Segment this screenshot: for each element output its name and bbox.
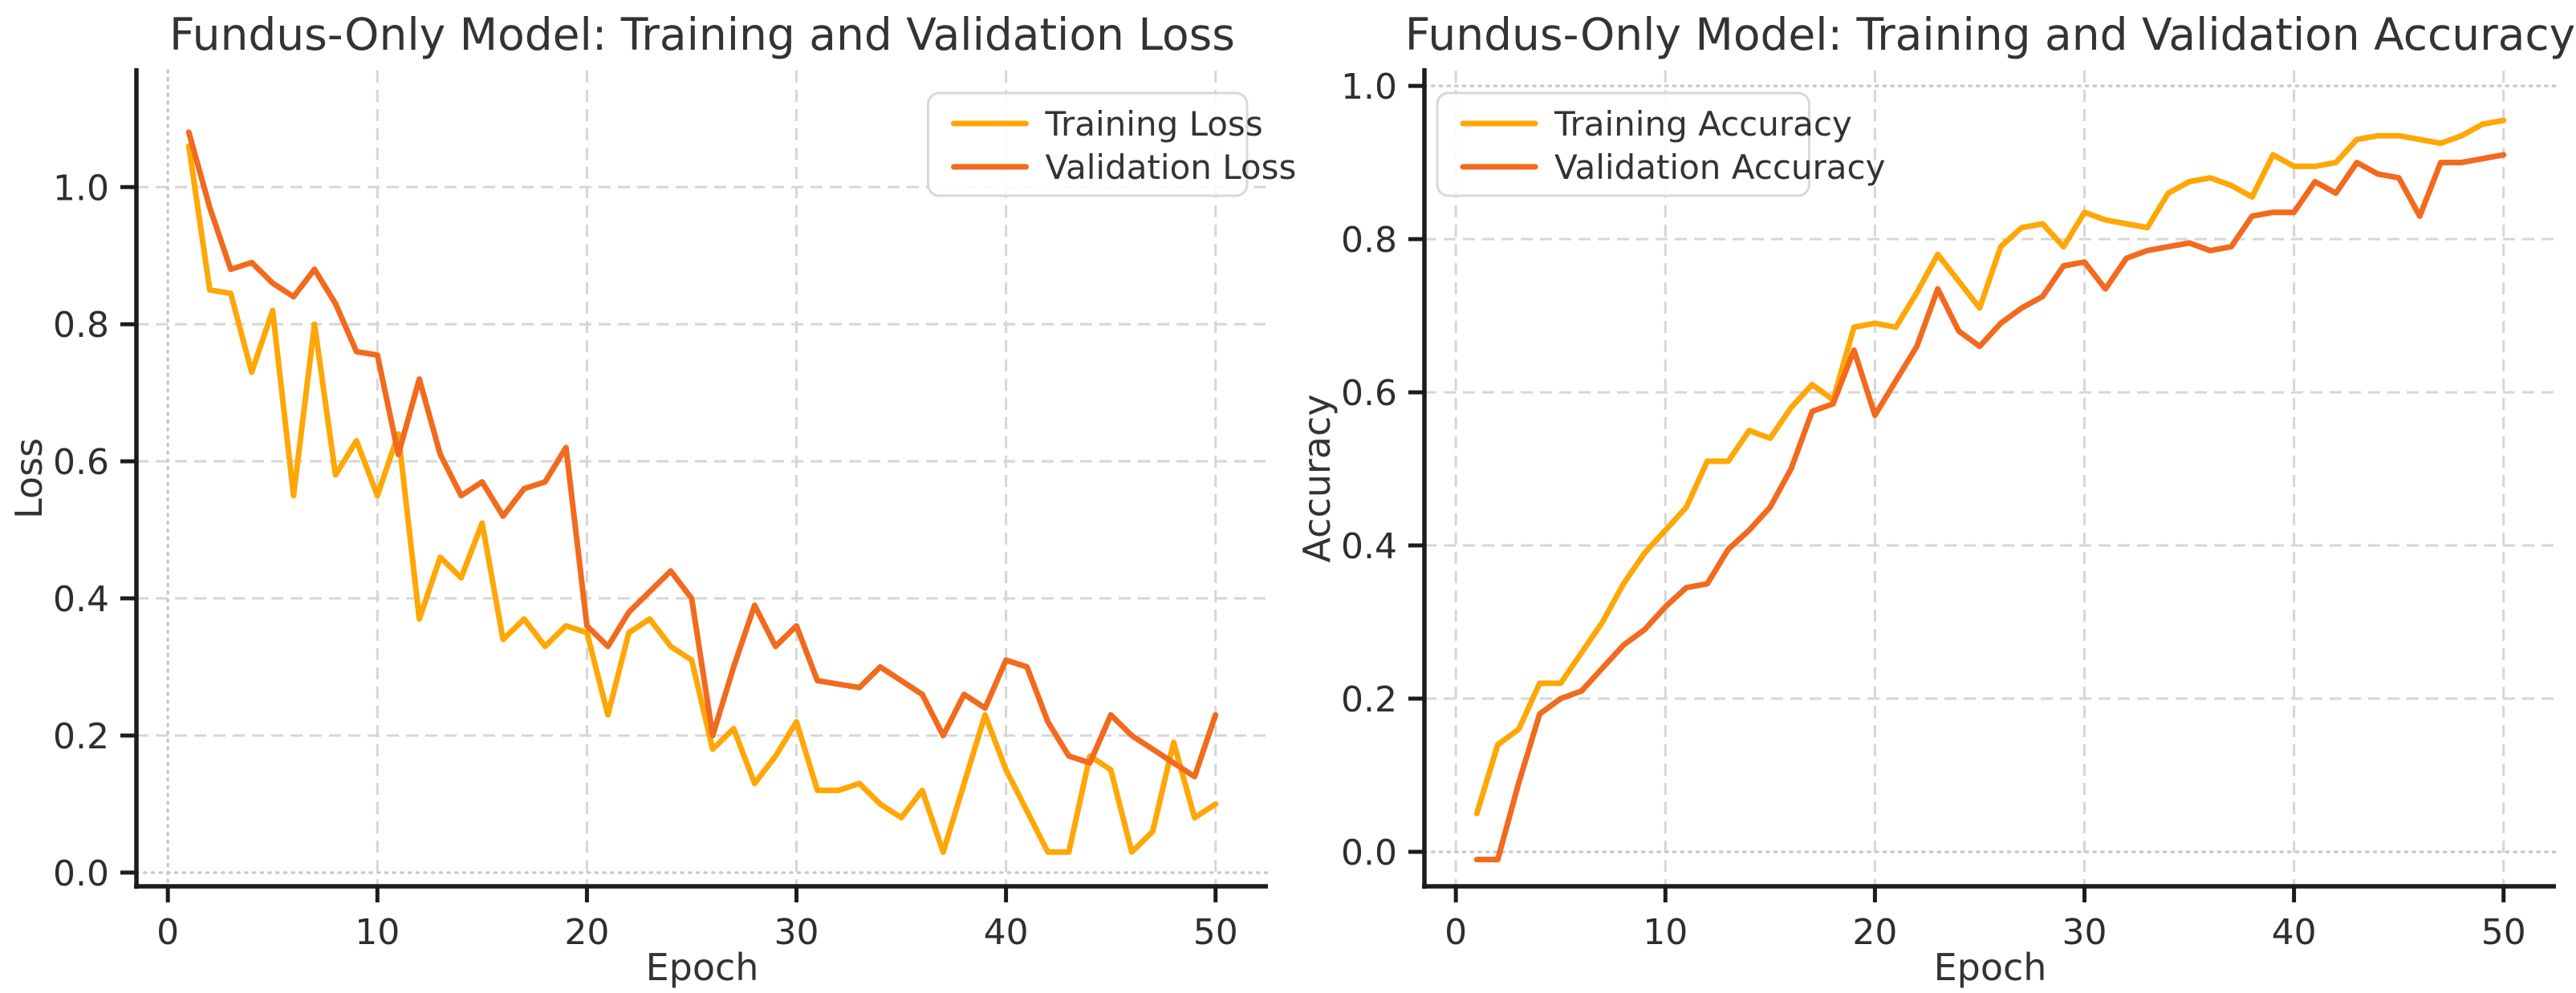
x-tick-label: 10	[1643, 912, 1688, 953]
ticks: 0 10 20 30 40 50 0.0 0.2 0.4 0.6 0.8 1.0	[53, 168, 1238, 953]
x-tick-label: 20	[564, 912, 609, 953]
y-tick-label: 0.4	[53, 579, 109, 620]
chart-title: Fundus-Only Model: Training and Validati…	[169, 9, 1235, 60]
y-tick-label: 1.0	[1341, 67, 1397, 107]
x-tick-label: 0	[156, 912, 179, 953]
x-tick-label: 40	[2272, 912, 2317, 953]
series	[185, 129, 1219, 855]
x-tick-label: 10	[355, 912, 400, 953]
accuracy-chart: 0 10 20 30 40 50 0.0 0.2 0.4 0.6 0.8 1.0 Epoch Accura…	[1295, 9, 2575, 989]
training-accuracy-legend-label: Training Accuracy	[1554, 104, 1852, 144]
x-tick-label: 0	[1444, 912, 1467, 953]
training-loss-line	[185, 143, 1219, 855]
x-tick-label: 20	[1852, 912, 1897, 953]
axes-spines	[134, 68, 1268, 889]
y-tick-label: 0.6	[53, 442, 109, 483]
x-tick-label: 50	[2481, 912, 2526, 953]
x-tick-label: 50	[1193, 912, 1238, 953]
y-tick-label: 1.0	[53, 168, 109, 209]
y-tick-label: 0.0	[1341, 833, 1397, 873]
training-accuracy-line	[1473, 117, 2507, 817]
x-tick-label: 30	[774, 912, 819, 953]
series	[1473, 117, 2507, 863]
y-tick-label: 0.2	[53, 716, 109, 757]
validation-accuracy-legend-label: Validation Accuracy	[1554, 148, 1886, 187]
x-tick-label: 30	[2062, 912, 2107, 953]
y-tick-label: 0.4	[1341, 526, 1397, 567]
x-axis-label: Epoch	[1934, 946, 2047, 989]
ticks: 0 10 20 30 40 50 0.0 0.2 0.4 0.6 0.8 1.0	[1341, 67, 2526, 953]
legend: Training Accuracy Validation Accuracy	[1436, 91, 1886, 197]
x-tick-label: 40	[984, 912, 1029, 953]
y-axis-label: Accuracy	[1295, 394, 1339, 562]
y-tick-label: 0.8	[1341, 220, 1397, 261]
legend: Training Loss Validation Loss	[927, 91, 1297, 197]
axes-spines	[1422, 68, 2556, 889]
validation-loss-line	[185, 129, 1219, 780]
legend-box	[1436, 91, 1810, 197]
y-tick-label: 0.8	[53, 305, 109, 346]
grid	[1423, 71, 2558, 886]
validation-accuracy-line	[1473, 152, 2507, 863]
training-loss-legend-label: Training Loss	[1045, 104, 1263, 144]
y-tick-label: 0.0	[53, 853, 109, 894]
y-tick-label: 0.6	[1341, 373, 1397, 414]
x-axis-label: Epoch	[646, 946, 759, 989]
loss-chart: 0 10 20 30 40 50 0.0 0.2 0.4 0.6 0.8 1.0 Epoch Loss Fu…	[7, 9, 1296, 989]
y-axis-label: Loss	[7, 438, 51, 519]
chart-title: Fundus-Only Model: Training and Validati…	[1405, 9, 2575, 60]
grid	[135, 69, 1270, 888]
validation-loss-legend-label: Validation Loss	[1046, 148, 1297, 187]
legend-box	[927, 91, 1249, 197]
y-tick-label: 0.2	[1341, 679, 1397, 720]
